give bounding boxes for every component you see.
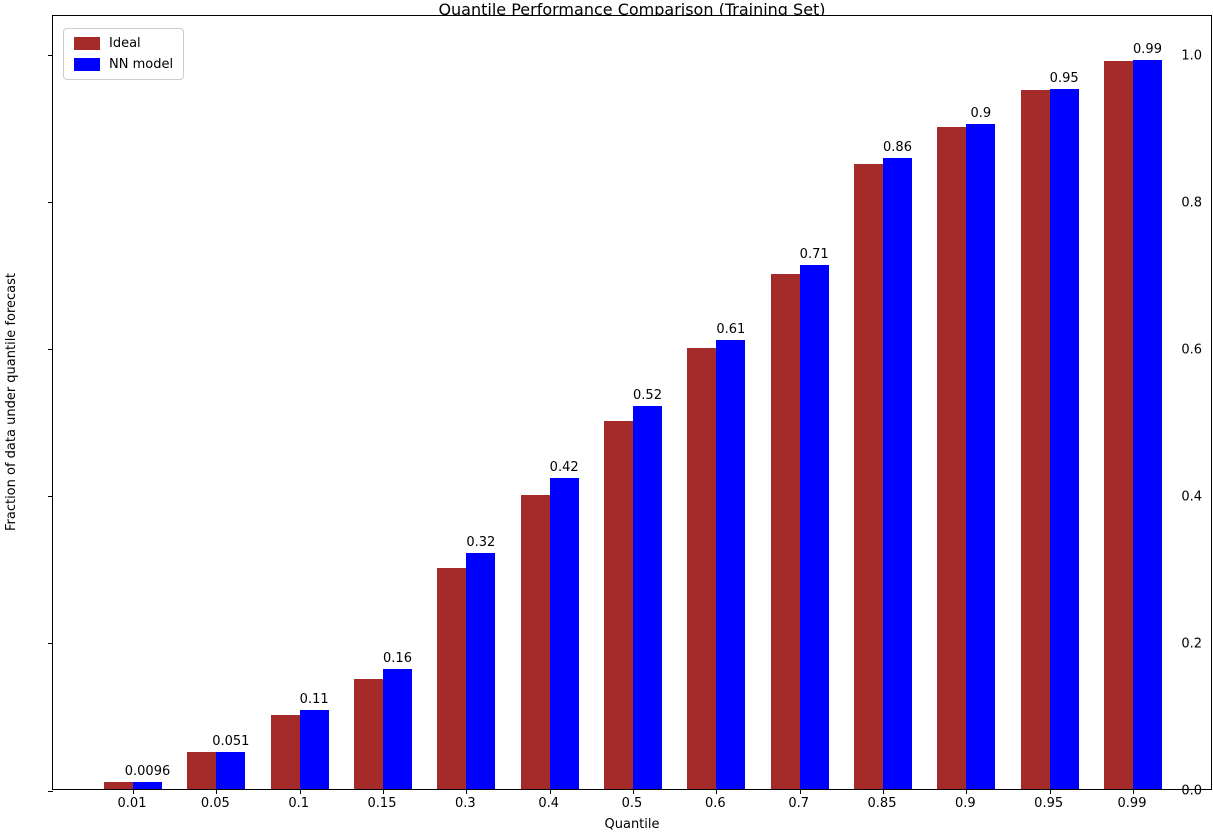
x-tick-label: 0.4 bbox=[538, 796, 559, 811]
bar-ideal bbox=[437, 568, 467, 789]
x-tick-label: 0.95 bbox=[1034, 796, 1064, 811]
bar-ideal bbox=[604, 421, 633, 789]
y-tick-mark bbox=[48, 790, 53, 792]
y-tick-label: 0.2 bbox=[1181, 636, 1202, 652]
bar-ideal bbox=[687, 347, 717, 789]
legend-item-ideal: Ideal bbox=[74, 36, 173, 51]
x-tick-label: 0.85 bbox=[867, 796, 897, 811]
bar-ideal bbox=[770, 274, 800, 789]
bar-ideal bbox=[1020, 90, 1050, 789]
x-tick-label: 0.05 bbox=[200, 796, 230, 811]
x-tick-label: 0.3 bbox=[454, 796, 476, 811]
y-tick-mark bbox=[48, 55, 53, 57]
bar-value-label: 0.42 bbox=[549, 459, 579, 475]
bar-nn-model bbox=[1133, 59, 1162, 789]
bar-value-label: 0.16 bbox=[383, 651, 412, 667]
bar-value-label: 0.71 bbox=[799, 247, 829, 263]
bar-ideal bbox=[187, 752, 217, 789]
bar-ideal bbox=[104, 781, 133, 789]
legend: Ideal NN model bbox=[63, 28, 185, 80]
x-tick-label: 0.9 bbox=[954, 796, 976, 811]
plot-area: 0.0 0.2 0.4 0.6 0.8 1.0 0.0096 0.051 0.11 0.16 0.… bbox=[48, 15, 1212, 799]
legend-label-ideal: Ideal bbox=[109, 36, 141, 51]
bar-value-label: 0.61 bbox=[716, 321, 746, 337]
bar-nn-model bbox=[466, 552, 496, 789]
y-tick-mark bbox=[48, 349, 53, 351]
bar-value-label: 0.11 bbox=[299, 692, 329, 708]
x-tick-label: 0.99 bbox=[1117, 796, 1147, 811]
bar-nn-model bbox=[883, 158, 912, 789]
y-tick-mark bbox=[48, 202, 53, 204]
legend-label-nn-model: NN model bbox=[109, 57, 174, 72]
bar-ideal bbox=[937, 127, 967, 789]
bar-ideal bbox=[520, 494, 550, 789]
chart-title: Quantile Performance Comparison (Trainin… bbox=[438, 0, 826, 19]
bar-nn-model bbox=[216, 751, 246, 789]
bar-ideal bbox=[354, 678, 383, 789]
x-tick-mark bbox=[216, 789, 218, 794]
x-tick-label: 0.6 bbox=[704, 796, 726, 811]
bar-value-label: 0.99 bbox=[1133, 41, 1162, 57]
bar-value-label: 0.9 bbox=[970, 105, 992, 121]
bar-nn-model bbox=[633, 405, 662, 789]
y-tick-label: 0.0 bbox=[1181, 783, 1202, 799]
bar-nn-model bbox=[133, 781, 162, 789]
x-tick-mark bbox=[799, 789, 801, 794]
x-tick-mark bbox=[549, 789, 551, 794]
x-tick-mark bbox=[299, 789, 301, 794]
bar-nn-model bbox=[1049, 89, 1079, 789]
bar-ideal bbox=[854, 164, 883, 789]
legend-swatch-ideal bbox=[74, 37, 100, 50]
x-tick-mark bbox=[1049, 789, 1051, 794]
y-tick-label: 1.0 bbox=[1181, 48, 1202, 64]
bar-ideal bbox=[270, 715, 300, 789]
y-tick-mark bbox=[48, 496, 53, 498]
bar-value-label: 0.95 bbox=[1049, 71, 1079, 86]
y-tick-label: 0.8 bbox=[1181, 195, 1202, 211]
bar-nn-model bbox=[716, 339, 746, 789]
x-tick-mark bbox=[133, 789, 134, 794]
bar-ideal bbox=[1104, 61, 1133, 789]
x-tick-mark bbox=[466, 789, 468, 794]
bar-value-label: 0.32 bbox=[466, 534, 496, 550]
y-tick-label: 0.4 bbox=[1181, 489, 1202, 505]
x-tick-mark bbox=[883, 789, 884, 794]
x-axis-label: Quantile bbox=[604, 817, 660, 832]
bar-nn-model bbox=[383, 669, 412, 789]
x-tick-mark bbox=[716, 789, 718, 794]
y-tick-label: 0.6 bbox=[1181, 342, 1202, 358]
x-tick-mark bbox=[1133, 789, 1134, 794]
x-tick-label: 0.7 bbox=[788, 796, 809, 811]
x-tick-mark bbox=[633, 789, 634, 794]
bar-value-label: 0.0096 bbox=[124, 763, 171, 779]
x-tick-mark bbox=[383, 789, 384, 794]
y-axis-label: Fraction of data under quantile forecast bbox=[4, 272, 19, 532]
x-tick-label: 0.15 bbox=[367, 796, 397, 811]
bar-nn-model bbox=[299, 710, 329, 789]
y-tick-mark bbox=[48, 643, 53, 645]
bar-nn-model bbox=[549, 477, 579, 789]
legend-swatch-nn-model bbox=[74, 58, 100, 71]
x-tick-label: 0.5 bbox=[621, 796, 643, 811]
bar-nn-model bbox=[966, 123, 996, 789]
bar-value-label: 0.52 bbox=[633, 387, 662, 403]
bar-nn-model bbox=[799, 265, 829, 789]
legend-item-nn-model: NN model bbox=[74, 57, 173, 72]
bar-value-label: 0.86 bbox=[883, 140, 912, 156]
x-tick-mark bbox=[966, 789, 968, 794]
bar-value-label: 0.051 bbox=[212, 733, 250, 749]
x-tick-label: 0.01 bbox=[117, 796, 147, 811]
x-tick-label: 0.1 bbox=[288, 796, 309, 811]
